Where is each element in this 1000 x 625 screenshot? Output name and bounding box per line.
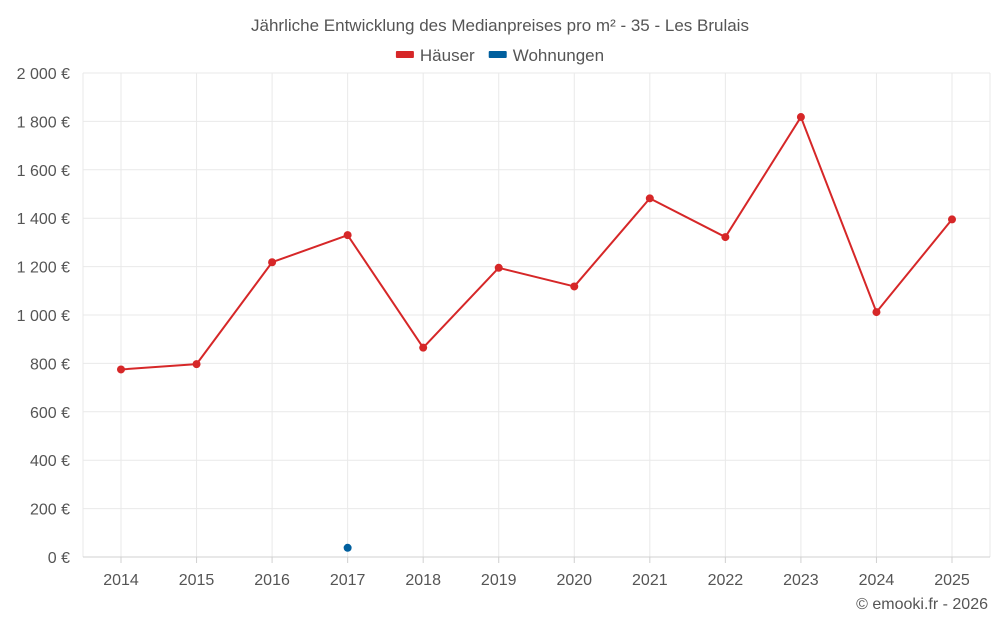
data-point[interactable] [645,194,654,203]
series-layer [117,113,956,552]
x-tick-label: 2022 [708,572,744,589]
series-line [120,116,953,371]
data-point[interactable] [872,308,881,317]
legend: Häuser Wohnungen [395,46,604,65]
y-tick-label: 1 000 € [17,308,70,325]
legend-label: Häuser [420,46,475,65]
data-point[interactable] [494,263,503,272]
x-tick-label: 2019 [481,572,517,589]
legend-item[interactable]: Wohnungen [488,46,604,65]
data-point[interactable] [796,113,805,122]
data-point[interactable] [948,215,956,224]
y-tick-label: 1 800 € [17,114,70,131]
x-tick-label: 2020 [556,572,592,589]
y-tick-label: 1 400 € [17,211,70,228]
y-tick-label: 200 € [30,502,70,519]
series-1 [343,543,352,552]
legend-swatch [395,51,414,58]
credit-text: © emooki.fr - 2026 [856,596,988,613]
series-0 [117,113,956,374]
data-point[interactable] [343,231,352,240]
data-point[interactable] [117,365,125,374]
y-tick-label: 400 € [30,453,70,470]
data-point[interactable] [268,258,277,267]
x-tick-label: 2023 [783,572,819,589]
x-tick-label: 2024 [859,572,895,589]
x-tick-label: 2025 [934,572,970,589]
x-tick-label: 2014 [103,572,139,589]
chart-title: Jährliche Entwicklung des Medianpreises … [251,16,749,35]
data-point[interactable] [721,233,730,242]
data-point[interactable] [192,360,201,369]
y-axis: 0 € 200 € 400 € 600 € 800 € 1 000 € 1 200 € 1 4… [17,66,70,567]
data-point[interactable] [570,282,579,291]
y-tick-label: 0 € [48,550,70,567]
data-point[interactable] [343,543,352,552]
x-tick-label: 2018 [405,572,441,589]
x-tick-label: 2015 [179,572,215,589]
y-tick-label: 800 € [30,356,70,373]
y-tick-label: 1 600 € [17,163,70,180]
gridlines [82,72,991,557]
y-tick-label: 1 200 € [17,260,70,277]
legend-swatch [488,51,507,58]
x-axis: 2014 2015 2016 2017 2018 2019 2020 2021 2022 2023… [83,556,990,589]
legend-item[interactable]: Häuser [395,46,475,65]
data-point[interactable] [419,343,428,352]
legend-label: Wohnungen [513,46,604,65]
y-tick-label: 2 000 € [17,66,70,83]
x-tick-label: 2021 [632,572,668,589]
x-tick-label: 2016 [254,572,290,589]
x-tick-label: 2017 [330,572,366,589]
y-tick-label: 600 € [30,405,70,422]
